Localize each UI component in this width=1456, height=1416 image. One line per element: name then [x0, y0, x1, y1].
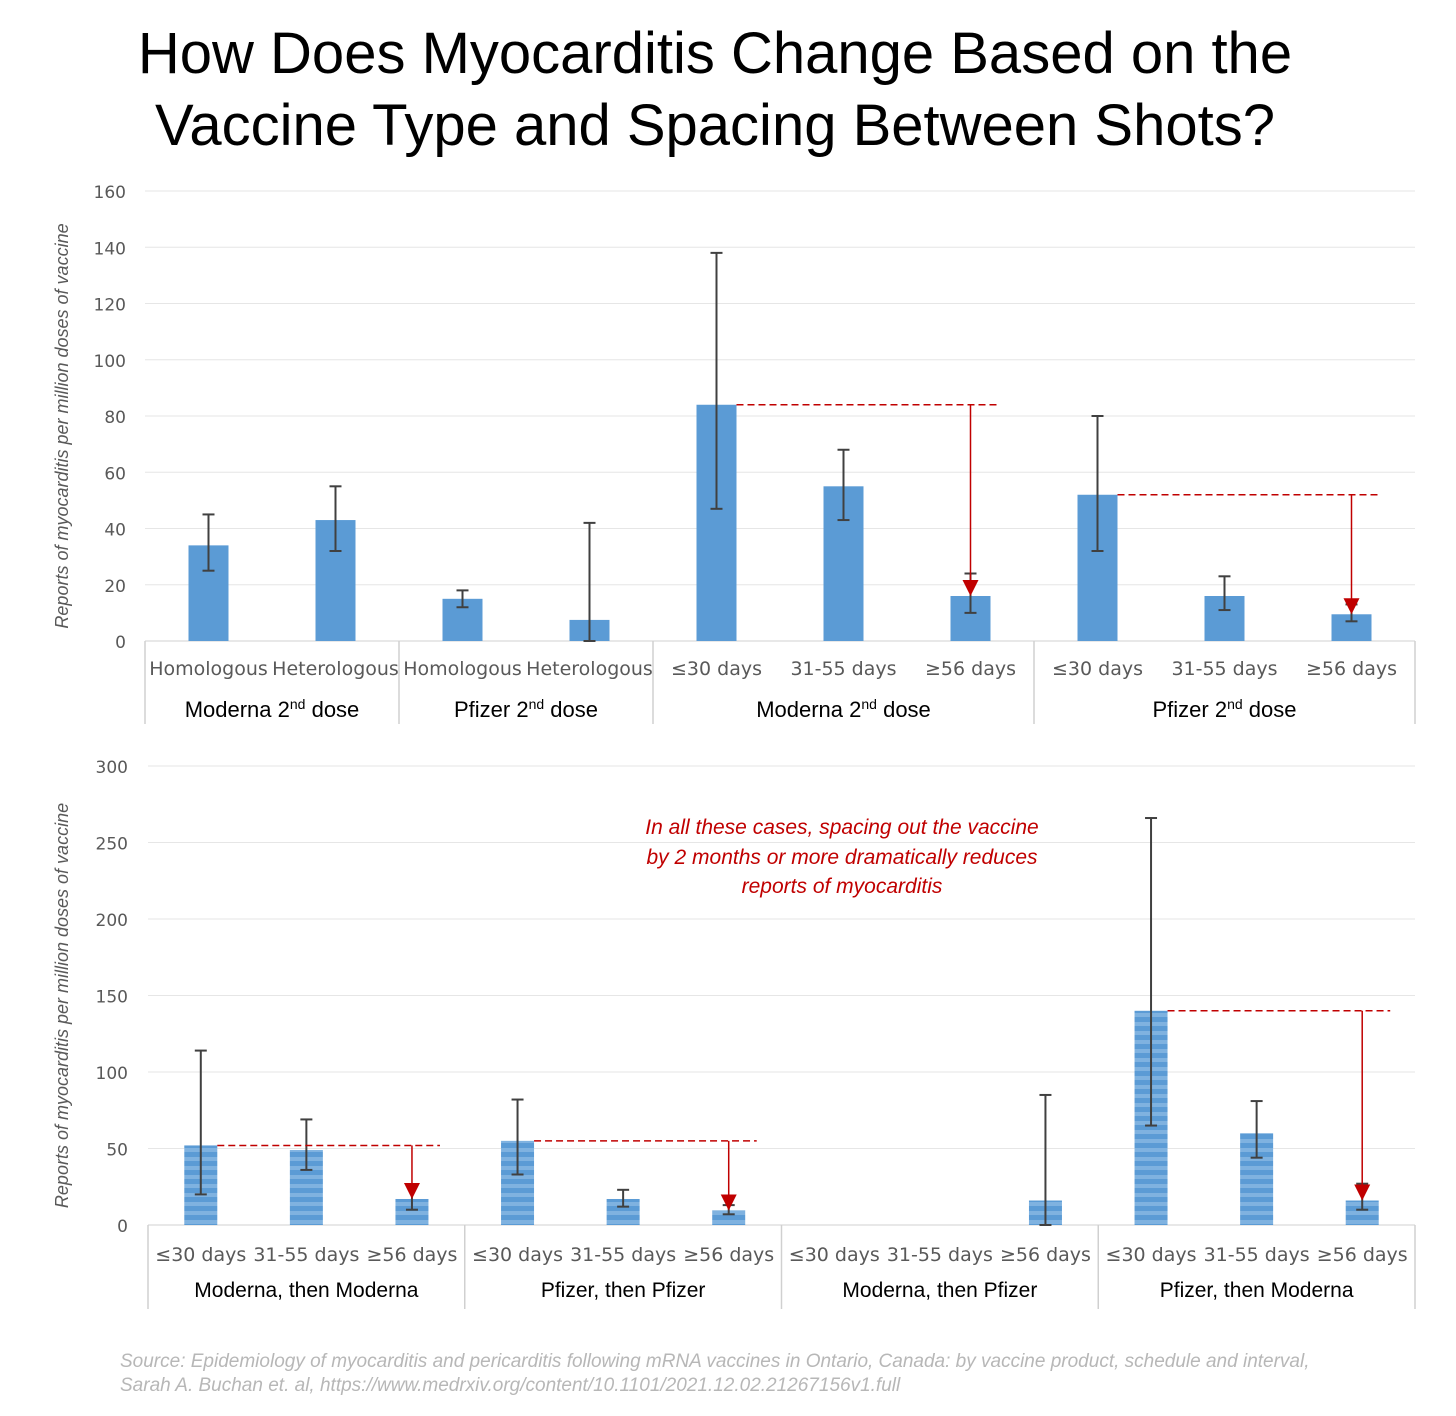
reduction-arrow-head [720, 1194, 737, 1211]
category-label: Homologous [403, 658, 522, 680]
y-axis-label: Reports of myocarditis per million doses… [52, 803, 72, 1208]
category-label: 31-55 days [887, 1244, 993, 1266]
category-label: ≥56 days [1317, 1244, 1408, 1266]
y-axis-label: Reports of myocarditis per million doses… [52, 223, 72, 628]
y-tick-label: 0 [115, 633, 126, 653]
y-tick-label: 200 [96, 911, 128, 931]
y-tick-label: 100 [94, 352, 126, 372]
category-label: 31-55 days [1171, 658, 1277, 680]
reduction-arrow-head [962, 580, 979, 596]
top-chart: 0 20 40 60 80 100 120 140 160 Reports of myocardi… [52, 183, 1416, 724]
y-tick-label: 80 [104, 408, 126, 428]
y-tick-label: 100 [96, 1064, 128, 1084]
chart-title: How Does Myocarditis Change Based on the… [0, 18, 1430, 162]
category-label: Heterologous [526, 658, 653, 680]
y-tick-label: 50 [106, 1141, 128, 1161]
y-tick-label: 140 [94, 239, 126, 259]
category-label: ≤30 days [671, 658, 762, 680]
y-tick-label: 20 [104, 577, 126, 597]
source-note: Source: Epidemiology of myocarditis and … [120, 1350, 1440, 1398]
reduction-arrow-head [403, 1182, 420, 1199]
category-label: ≤30 days [472, 1244, 563, 1266]
reduction-arrow-head [1354, 1184, 1371, 1201]
category-label: ≥56 days [1000, 1244, 1091, 1266]
category-label: ≥56 days [683, 1244, 774, 1266]
category-label: ≤30 days [155, 1244, 246, 1266]
category-label: Heterologous [272, 658, 399, 680]
reduction-arrow-head [1343, 598, 1360, 615]
group-label: Moderna, then Pfizer [842, 1279, 1037, 1302]
group-label: Pfizer, then Moderna [1160, 1279, 1354, 1302]
bottom-chart: 0 50 100 150 200 250 300 Reports of myocarditis… [52, 758, 1416, 1309]
comparison-annotations [217, 404, 1391, 1211]
category-label: ≥56 days [925, 658, 1016, 680]
y-tick-label: 60 [104, 464, 126, 484]
chart-title-line-2: Vaccine Type and Spacing Between Shots? [155, 93, 1275, 158]
group-label: Moderna, then Moderna [194, 1279, 418, 1302]
category-label: ≤30 days [1052, 658, 1143, 680]
group-label: Pfizer 2nd dose [454, 696, 598, 722]
y-tick-label: 250 [96, 835, 128, 855]
category-label: 31-55 days [1204, 1244, 1310, 1266]
y-tick-label: 40 [104, 521, 126, 541]
group-label: Moderna 2nd dose [185, 696, 360, 722]
y-tick-label: 120 [94, 296, 126, 316]
category-label: ≤30 days [789, 1244, 880, 1266]
y-tick-label: 150 [96, 988, 128, 1008]
y-tick-label: 0 [117, 1217, 128, 1237]
group-label: Pfizer 2nd dose [1153, 696, 1297, 722]
category-label: 31-55 days [570, 1244, 676, 1266]
source-line-1: Source: Epidemiology of myocarditis and … [120, 1351, 1310, 1372]
bar [712, 1210, 746, 1225]
annotation-line-3: reports of myocarditis [742, 875, 943, 898]
category-label: 31-55 days [253, 1244, 359, 1266]
chart-title-line-1: How Does Myocarditis Change Based on the [137, 21, 1293, 86]
annotation-line-1: In all these cases, spacing out the vacc… [645, 816, 1038, 839]
category-label: ≥56 days [1306, 658, 1397, 680]
category-label: Homologous [149, 658, 268, 680]
y-tick-label: 160 [94, 183, 126, 203]
group-label: Pfizer, then Pfizer [541, 1279, 706, 1302]
category-label: ≥56 days [366, 1244, 457, 1266]
category-label: ≤30 days [1106, 1244, 1197, 1266]
annotation-line-2: by 2 months or more dramatically reduces [647, 846, 1038, 869]
source-line-2: Sarah A. Buchan et. al, https://www.medr… [120, 1375, 901, 1396]
y-tick-label: 300 [96, 758, 128, 778]
category-label: 31-55 days [790, 658, 896, 680]
group-label: Moderna 2nd dose [756, 696, 931, 722]
